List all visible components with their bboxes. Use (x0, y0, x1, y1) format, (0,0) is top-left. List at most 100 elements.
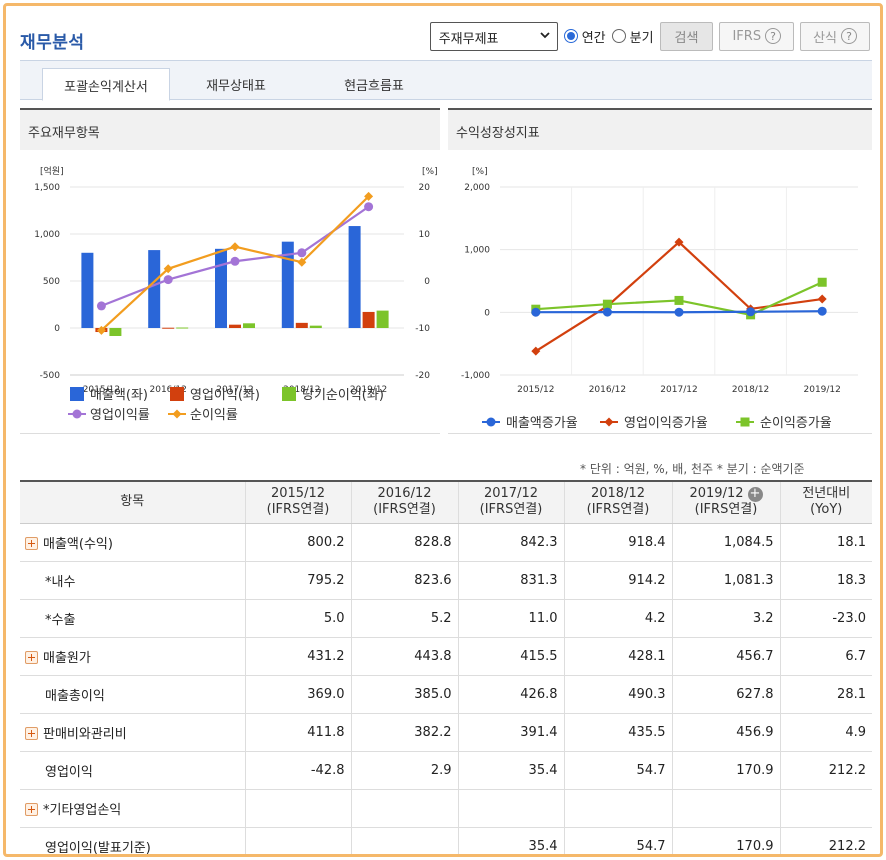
statement-select[interactable]: 주재무제표 (429, 21, 558, 51)
value-cell: 5.0 (244, 599, 351, 638)
formula-button[interactable]: 산식 ? (800, 21, 870, 51)
legend-swatch (282, 387, 296, 401)
sales-growth-point (746, 307, 756, 317)
net-income-growth-point (674, 295, 684, 305)
column-header-period: 전년대비 (802, 486, 851, 502)
operating-income-growth-point (531, 346, 541, 356)
y-tick-label: 1,000 (464, 246, 490, 256)
y-tick-label: 0 (484, 308, 490, 318)
legend-label: 순이익률 (190, 408, 238, 423)
value-cell: 823.6 (350, 561, 458, 600)
ifrs-button[interactable]: IFRS ? (719, 21, 795, 51)
value-cell: 212.2 (779, 827, 872, 854)
value-cell: 431.2 (244, 637, 351, 676)
value-cell: 490.3 (563, 675, 672, 714)
value-cell: 35.4 (457, 751, 564, 790)
row-label-cell: 영업이익 (20, 751, 245, 790)
chevron-down-icon (540, 31, 550, 38)
y-tick-label: -1,000 (461, 371, 490, 381)
net-margin-point (230, 242, 240, 252)
value-cell: 627.8 (671, 675, 780, 714)
bar-net-income (109, 328, 122, 336)
tab-balance-sheet[interactable]: 재무상태표 (206, 79, 266, 94)
main-financials-panel: 주요재무항목 [억원] [%] 1,500 1,000 500 0 -500 20 10 0 -10… (20, 108, 440, 434)
legend-label: 순이익증가율 (760, 416, 832, 431)
y2-tick-label: 20 (419, 183, 431, 193)
value-cell: 382.2 (350, 713, 458, 752)
expand-row-icon[interactable] (25, 650, 38, 664)
row-label-cell[interactable]: 매출액(수익) (20, 523, 245, 562)
legend-label: 매출액(좌) (90, 388, 148, 403)
radio-quarter[interactable]: 분기 (611, 27, 654, 46)
table-header-row: 항목 2015/12 (IFRS연결) 2016/12 (IFRS연결) 2017/12(… (20, 480, 872, 524)
bar-sales (281, 241, 294, 328)
search-button-label: 검색 (674, 30, 699, 46)
column-header-basis: (IFRS연결) (586, 502, 650, 518)
radio-quarter-label: 분기 (629, 30, 654, 46)
value-cell: 1,084.5 (671, 523, 780, 562)
value-cell (244, 827, 351, 854)
value-cell: -23.0 (779, 599, 872, 638)
row-label: 영업이익 (45, 764, 93, 780)
operating-margin-line (100, 205, 370, 307)
x-tick-label: 2016/12 (150, 385, 187, 395)
column-header: 2018/12 (IFRS연결) (563, 480, 672, 524)
row-label-cell[interactable]: *기타영업손익 (20, 789, 245, 828)
bar-operating-income (295, 322, 308, 328)
search-button[interactable]: 검색 (659, 21, 714, 51)
y-tick-label: -500 (40, 371, 61, 381)
row-label-cell[interactable]: 판매비와관리비 (20, 713, 245, 752)
column-header-period: 2017/12 (483, 486, 538, 502)
sales-growth-point (602, 307, 612, 317)
value-cell (457, 789, 564, 828)
legend-label: 영업이익(좌) (190, 388, 260, 403)
value-cell: 831.3 (457, 561, 564, 600)
legend-label: 영업이익률 (90, 408, 150, 423)
expand-columns-icon[interactable]: + (747, 487, 763, 503)
value-cell: 415.5 (457, 637, 564, 676)
row-label-cell[interactable]: 매출원가 (20, 637, 245, 676)
controls: 주재무제표 연간 분기 검색 IFRS ? 산식 ? (429, 20, 870, 52)
expand-row-icon[interactable] (25, 802, 38, 816)
value-cell: 914.2 (563, 561, 672, 600)
operating-income-growth-point (817, 294, 827, 304)
value-cell: 369.0 (244, 675, 351, 714)
radio-quarter-dot[interactable] (611, 29, 626, 43)
column-header: 전년대비 (YoY) (779, 480, 872, 524)
y-tick-label: 500 (43, 277, 60, 287)
sales-growth-point (531, 307, 541, 317)
y-tick-label: 1,000 (34, 230, 60, 240)
net-income-growth-point (602, 299, 612, 309)
value-cell: 426.8 (457, 675, 564, 714)
value-cell: 828.8 (350, 523, 458, 562)
value-cell: 18.1 (779, 523, 872, 562)
row-label: *기타영업손익 (43, 802, 122, 818)
tab-income-statement[interactable]: 포괄손익계산서 (42, 68, 170, 101)
radio-annual-dot[interactable] (563, 29, 578, 43)
table-row: 영업이익(발표기준) 35.4 54.7 170.9 212.2 (20, 827, 872, 854)
main-financials-title: 주요재무항목 (20, 110, 440, 150)
legend-marker (72, 409, 82, 419)
radio-annual[interactable]: 연간 (563, 27, 606, 46)
legend-marker (172, 409, 182, 419)
tab-cash-flow[interactable]: 현금흐름표 (344, 79, 404, 94)
y2-axis-unit: [%] (422, 167, 438, 177)
net-margin-point (297, 257, 307, 267)
net-margin-point (364, 191, 374, 201)
header: 재무분석 주재무제표 연간 분기 검색 IFRS ? 산식 ? (20, 20, 870, 56)
row-label: 판매비와관리비 (43, 726, 127, 742)
value-cell (244, 789, 351, 828)
row-label-cell: *수출 (20, 599, 245, 638)
expand-row-icon[interactable] (25, 726, 38, 740)
value-cell: 435.5 (563, 713, 672, 752)
bar-sales (348, 226, 361, 328)
bar-sales (148, 250, 161, 328)
x-tick-label: 2017/12 (216, 385, 253, 395)
column-header: 항목 (20, 480, 245, 524)
column-header-basis: (YoY) (810, 502, 843, 518)
expand-row-icon[interactable] (25, 536, 38, 550)
bar-sales (215, 248, 227, 328)
value-cell: -42.8 (244, 751, 351, 790)
column-header: 2017/12 (IFRS연결) (457, 480, 564, 524)
value-cell: 842.3 (457, 523, 564, 562)
